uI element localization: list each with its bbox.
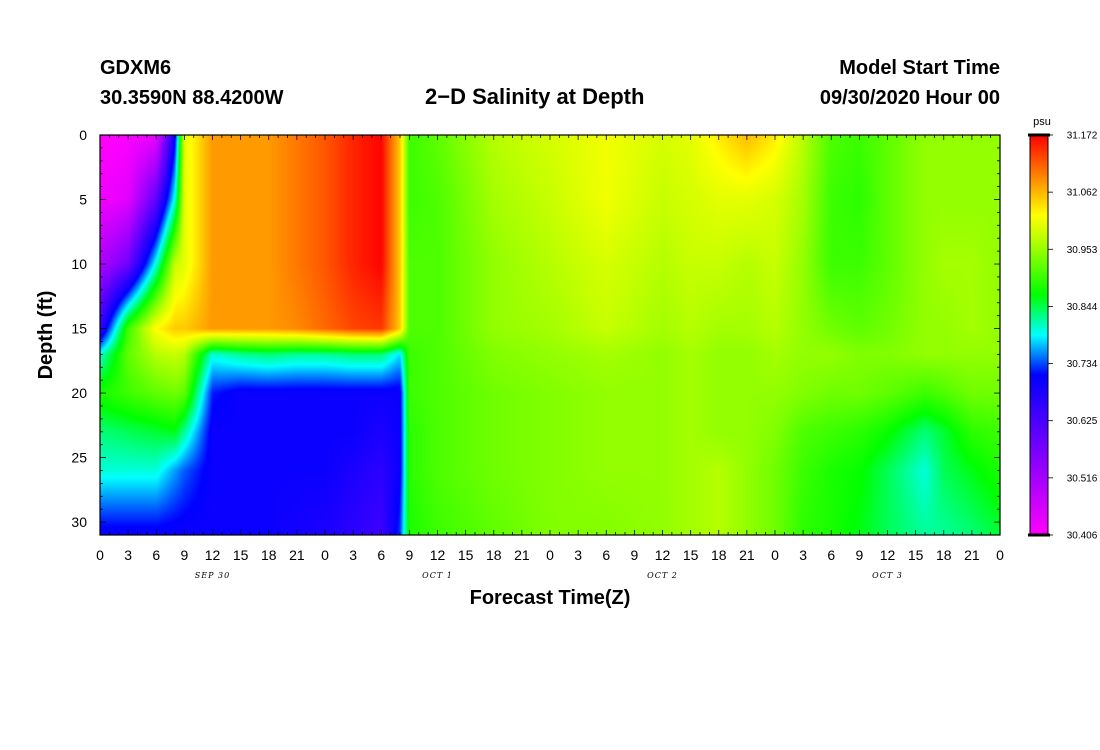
y-tick-label: 0 — [79, 127, 87, 143]
x-tick-label: 9 — [630, 547, 638, 563]
x-tick-label: 12 — [205, 547, 221, 563]
station-coordinates: 30.3590N 88.4200W — [100, 87, 284, 109]
colorbar-label: 30.734 — [1067, 359, 1098, 370]
x-tick-label: 6 — [602, 547, 610, 563]
x-tick-label: 15 — [683, 547, 699, 563]
station-id: GDXM6 — [100, 57, 172, 79]
x-axis-title: Forecast Time(Z) — [470, 587, 631, 609]
day-label: OCT 1 — [422, 571, 453, 580]
chart-title: 2−D Salinity at Depth — [425, 84, 645, 109]
x-tick-label: 3 — [124, 547, 132, 563]
x-tick-label: 3 — [349, 547, 357, 563]
colorbar-gradient — [1029, 134, 1049, 536]
model-start-value: 09/30/2020 Hour 00 — [819, 87, 1000, 109]
colorbar-label: 30.953 — [1067, 245, 1098, 256]
y-tick-label: 10 — [71, 256, 87, 272]
colorbar-label: 30.844 — [1067, 302, 1098, 313]
colorbar-labels: 31.172 31.062 30.953 30.844 30.734 30.625 30.5… — [1048, 131, 1098, 542]
x-tick-label: 18 — [711, 547, 727, 563]
x-tick-label: 12 — [430, 547, 446, 563]
x-tick-label: 21 — [964, 547, 980, 563]
y-tick-label: 5 — [79, 192, 87, 208]
x-tick-label: 0 — [546, 547, 554, 563]
x-axis: 0 3 6 9 12 15 18 21 0 3 6 9 12 15 18 21 0 3 6 9 12 15 18 21 0 3 6 9… — [96, 135, 1004, 563]
salinity-heatmap — [100, 135, 1000, 535]
colorbar: psu 31.172 31.062 30.953 30.844 30.734 30.625… — [1028, 116, 1098, 542]
x-tick-label: 0 — [996, 547, 1004, 563]
y-tick-label: 15 — [71, 321, 87, 337]
day-labels: SEP 30 OCT 1 OCT 2 OCT 3 — [195, 571, 903, 580]
y-axis: 0 5 10 15 20 25 30 — [71, 127, 1000, 536]
y-tick-label: 20 — [71, 385, 87, 401]
y-tick-label: 30 — [71, 514, 87, 530]
x-tick-label: 15 — [908, 547, 924, 563]
colorbar-unit: psu — [1033, 116, 1051, 128]
x-tick-label: 15 — [233, 547, 249, 563]
x-tick-label: 21 — [289, 547, 305, 563]
model-start-label: Model Start Time — [839, 57, 1000, 79]
x-tick-label: 15 — [458, 547, 474, 563]
x-tick-label: 0 — [771, 547, 779, 563]
x-tick-label: 18 — [936, 547, 952, 563]
day-label: OCT 2 — [647, 571, 678, 580]
x-tick-label: 6 — [827, 547, 835, 563]
colorbar-label: 31.172 — [1067, 131, 1098, 142]
x-tick-label: 21 — [514, 547, 530, 563]
x-tick-label: 6 — [152, 547, 160, 563]
x-tick-label: 12 — [880, 547, 896, 563]
x-tick-label: 6 — [377, 547, 385, 563]
colorbar-label: 30.516 — [1067, 473, 1098, 484]
x-tick-label: 0 — [321, 547, 329, 563]
y-axis-title: Depth (ft) — [35, 291, 57, 380]
x-tick-label: 3 — [574, 547, 582, 563]
day-label: SEP 30 — [195, 571, 230, 580]
x-tick-label: 18 — [261, 547, 277, 563]
colorbar-label: 30.406 — [1067, 531, 1098, 542]
colorbar-label: 30.625 — [1067, 416, 1098, 427]
x-tick-label: 9 — [405, 547, 413, 563]
colorbar-label: 31.062 — [1067, 188, 1098, 199]
x-tick-label: 18 — [486, 547, 502, 563]
x-tick-label: 9 — [180, 547, 188, 563]
x-tick-label: 3 — [799, 547, 807, 563]
y-tick-label: 25 — [71, 450, 87, 466]
day-label: OCT 3 — [872, 571, 903, 580]
x-tick-label: 21 — [739, 547, 755, 563]
x-tick-label: 0 — [96, 547, 104, 563]
x-tick-label: 12 — [655, 547, 671, 563]
x-tick-label: 9 — [855, 547, 863, 563]
